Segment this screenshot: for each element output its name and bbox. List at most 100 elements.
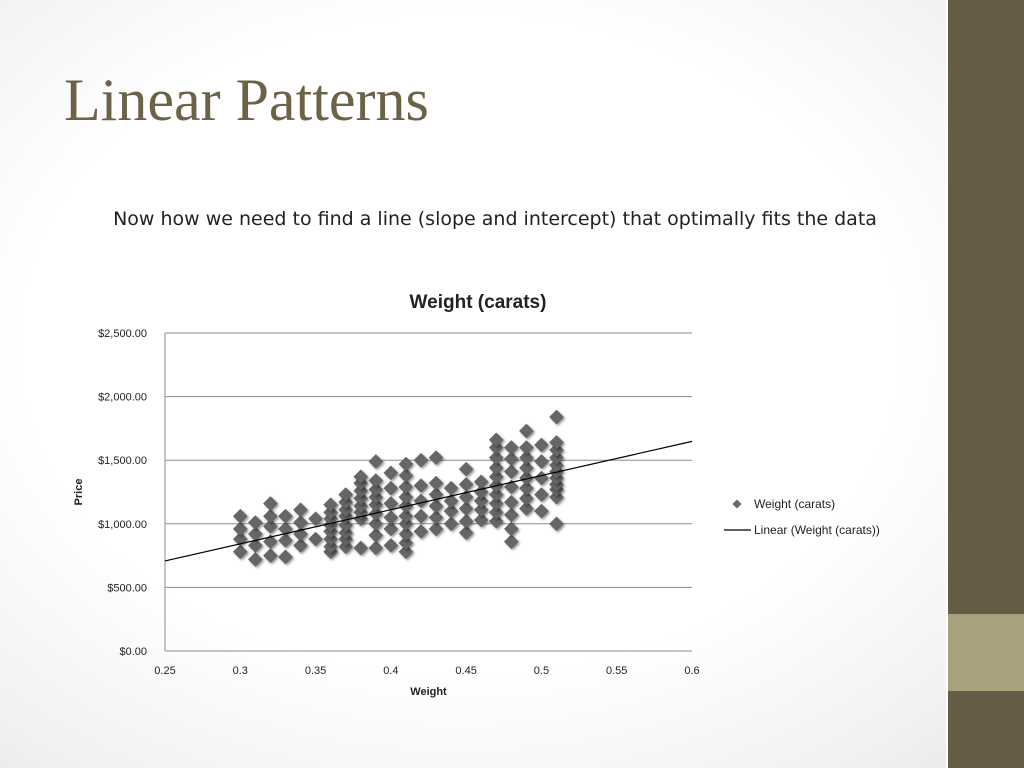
data-point <box>263 496 278 511</box>
y-tick-label: $500.00 <box>107 582 147 594</box>
decorative-sidebar-accent <box>948 614 1024 691</box>
data-point <box>293 538 308 553</box>
data-point <box>503 507 519 523</box>
data-point <box>473 493 489 509</box>
data-point <box>263 508 278 524</box>
data-point <box>413 478 429 493</box>
data-point <box>473 474 489 490</box>
data-point <box>428 450 444 466</box>
data-point <box>278 532 293 548</box>
data-point <box>263 518 278 534</box>
data-point <box>338 487 354 502</box>
data-point <box>534 470 549 486</box>
data-point <box>549 442 564 458</box>
data-point <box>458 513 474 529</box>
data-point <box>549 435 564 450</box>
data-point <box>368 489 384 505</box>
data-point <box>413 508 429 524</box>
data-point <box>488 440 504 455</box>
data-point <box>278 549 293 565</box>
data-point <box>247 538 263 553</box>
data-point <box>443 516 459 532</box>
data-point <box>398 468 414 483</box>
legend-label-trendline: Linear (Weight (carats)) <box>754 523 880 537</box>
x-tick-label: 0.35 <box>305 665 326 677</box>
data-point <box>338 539 354 555</box>
data-point <box>368 497 384 513</box>
data-point <box>232 521 248 537</box>
data-point <box>383 496 399 511</box>
y-tick-label: $0.00 <box>119 646 147 658</box>
legend-label-series: Weight (carats) <box>754 497 835 511</box>
data-point <box>383 521 399 537</box>
data-point <box>428 510 444 525</box>
x-tick-label: 0.45 <box>455 665 476 677</box>
data-point <box>263 548 278 563</box>
data-point <box>383 538 399 553</box>
y-axis-label: Price <box>73 479 85 506</box>
data-point <box>368 516 384 532</box>
data-point <box>398 544 414 560</box>
data-point <box>232 508 248 524</box>
data-point <box>488 432 504 448</box>
slide-title: Linear Patterns <box>64 67 429 133</box>
x-tick-label: 0.55 <box>606 665 627 677</box>
x-tick-label: 0.3 <box>233 665 248 677</box>
data-point <box>503 494 519 510</box>
data-point <box>323 539 338 555</box>
data-point <box>413 452 429 468</box>
data-point <box>368 482 384 497</box>
x-tick-label: 0.6 <box>684 665 699 677</box>
data-point <box>503 521 519 537</box>
data-point <box>413 493 429 509</box>
data-point <box>458 525 474 541</box>
data-point <box>247 515 263 530</box>
x-tick-label: 0.5 <box>534 665 549 677</box>
data-point <box>398 516 414 532</box>
data-point <box>458 477 474 492</box>
data-point <box>488 504 504 520</box>
data-point <box>488 487 504 502</box>
data-point <box>519 423 534 439</box>
data-point <box>293 515 308 530</box>
data-point <box>398 526 414 542</box>
data-point <box>368 454 384 469</box>
data-point <box>488 469 504 485</box>
data-point <box>519 480 534 496</box>
data-point <box>534 503 549 519</box>
data-point <box>443 503 459 519</box>
data-point <box>398 535 414 551</box>
data-point <box>549 489 564 505</box>
data-point <box>368 473 384 488</box>
data-point <box>353 483 369 499</box>
x-tick-label: 0.25 <box>154 665 175 677</box>
data-point <box>428 475 444 491</box>
data-point <box>549 409 564 425</box>
data-point <box>519 470 534 486</box>
data-point <box>398 508 414 524</box>
data-point <box>488 496 504 511</box>
data-point <box>398 489 414 505</box>
x-tick-label: 0.4 <box>383 665 398 677</box>
data-point <box>519 450 534 466</box>
data-point <box>398 479 414 495</box>
data-point <box>488 460 504 476</box>
data-point <box>534 487 549 502</box>
data-point <box>338 494 354 510</box>
data-point <box>458 461 474 477</box>
trendline <box>164 440 693 562</box>
data-point <box>519 501 534 516</box>
data-point <box>519 491 534 506</box>
data-point <box>503 451 519 467</box>
data-point <box>353 498 369 514</box>
data-point <box>428 498 444 514</box>
data-point <box>353 540 369 556</box>
y-tick-label: $2,500.00 <box>98 328 147 340</box>
data-point <box>488 513 504 529</box>
data-point <box>323 531 338 547</box>
data-point <box>338 525 354 541</box>
data-point <box>383 480 399 496</box>
data-point <box>534 437 549 453</box>
chart-title: Weight (carats) <box>410 292 547 313</box>
